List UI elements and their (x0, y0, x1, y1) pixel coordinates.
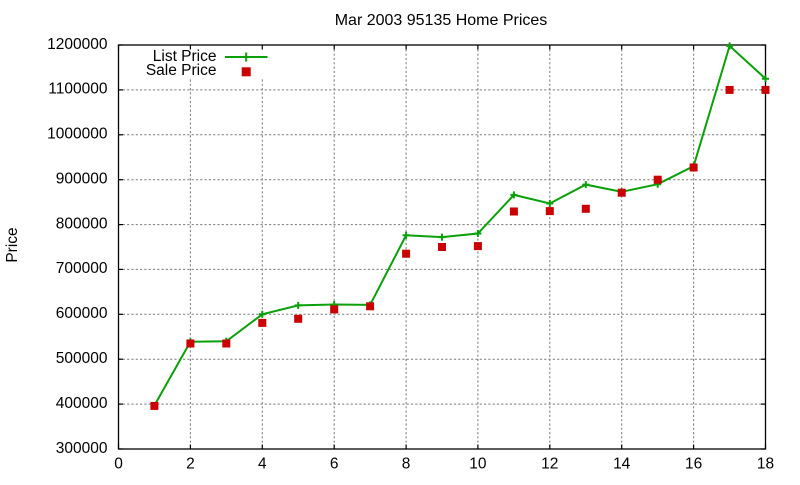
svg-text:2: 2 (186, 456, 195, 473)
svg-text:1000000: 1000000 (47, 126, 108, 143)
svg-text:600000: 600000 (56, 305, 108, 322)
svg-text:900000: 900000 (56, 171, 108, 188)
svg-text:12: 12 (541, 456, 558, 473)
svg-text:10: 10 (469, 456, 487, 473)
svg-text:List Price: List Price (153, 48, 217, 65)
svg-text:4: 4 (258, 456, 267, 473)
svg-text:400000: 400000 (56, 395, 108, 412)
svg-text:16: 16 (685, 456, 702, 473)
svg-text:0: 0 (114, 456, 123, 473)
svg-text:8: 8 (402, 456, 411, 473)
svg-text:800000: 800000 (56, 215, 108, 232)
svg-text:6: 6 (330, 456, 339, 473)
svg-text:Mar 2003 95135 Home Prices: Mar 2003 95135 Home Prices (335, 12, 548, 29)
svg-text:300000: 300000 (56, 440, 108, 457)
svg-text:Sale Price: Sale Price (146, 62, 217, 79)
svg-text:500000: 500000 (56, 350, 108, 367)
svg-text:1200000: 1200000 (47, 36, 108, 53)
svg-text:1100000: 1100000 (48, 81, 108, 98)
svg-text:Price: Price (4, 227, 21, 262)
svg-text:18: 18 (757, 456, 774, 473)
svg-text:14: 14 (613, 456, 631, 473)
svg-text:700000: 700000 (56, 260, 108, 277)
